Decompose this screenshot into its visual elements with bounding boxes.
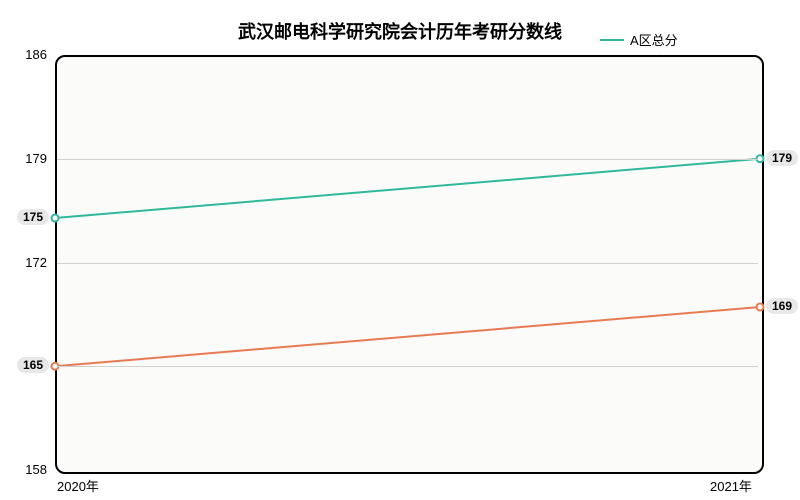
chart-svg [0,0,800,500]
y-tick-label: 172 [15,255,47,270]
point-label: 175 [17,209,49,225]
series-line-0 [55,159,760,218]
y-tick-label: 186 [15,47,47,62]
data-point [757,303,764,310]
y-tick-label: 179 [15,151,47,166]
grid-line [57,366,758,367]
data-point [52,215,59,222]
series-line-1 [55,307,760,366]
grid-line [57,159,758,160]
x-tick-label: 2021年 [710,476,752,495]
chart-container: 武汉邮电科学研究院会计历年考研分数线 A区总分 B区总分 15816517217… [0,0,800,500]
point-label: 179 [766,150,798,166]
x-tick-label: 2020年 [57,476,99,495]
y-tick-label: 158 [15,462,47,477]
point-label: 169 [766,298,798,314]
point-label: 165 [17,357,49,373]
grid-line [57,263,758,264]
